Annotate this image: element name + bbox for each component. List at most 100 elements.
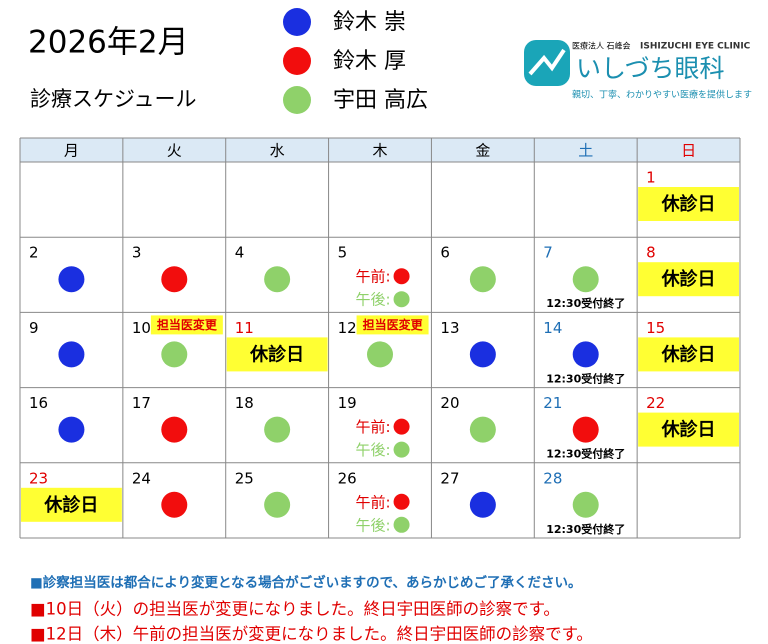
day: 9 <box>29 319 39 337</box>
doctor-dot <box>264 491 291 518</box>
logo-english: ISHIZUCHI EYE CLINIC <box>640 42 751 52</box>
day: 19 <box>338 394 357 412</box>
closed-bg <box>638 337 739 372</box>
day: 25 <box>235 469 254 487</box>
badge-bg <box>356 315 429 335</box>
day: 6 <box>440 244 450 262</box>
weekday: 土 <box>578 142 593 160</box>
day: 5 <box>338 244 348 262</box>
day: 15 <box>646 319 665 337</box>
legend-dot <box>283 8 311 36</box>
weekday: 金 <box>475 142 490 160</box>
am-label: 午前: <box>356 493 391 511</box>
am-label: 午前: <box>356 418 391 436</box>
doctor-dot <box>58 266 85 293</box>
legend-dot <box>283 86 311 114</box>
doctor-dot <box>161 416 188 443</box>
day: 13 <box>440 319 459 337</box>
day: 14 <box>543 319 562 337</box>
day: 12 <box>338 319 357 337</box>
weekday: 水 <box>270 142 285 160</box>
note: 12:30受付終了 <box>546 296 625 310</box>
am-dot <box>393 268 410 285</box>
pm-label: 午後: <box>356 441 391 459</box>
day: 26 <box>338 469 357 487</box>
legend-name: 鈴木 厚 <box>333 49 406 74</box>
doctor-dot <box>58 416 85 443</box>
doctor-dot <box>264 266 291 293</box>
day: 23 <box>29 469 48 487</box>
pm-label: 午後: <box>356 516 391 534</box>
logo-tagline: 親切、丁寧、わかりやすい医療を提供します <box>572 89 752 101</box>
doctor-dot <box>264 416 291 443</box>
badge-bg <box>150 315 223 335</box>
closed: 休診日 <box>661 268 716 290</box>
doctor-dot <box>367 341 393 368</box>
doctor-dot <box>161 341 188 368</box>
logo-name: いしづち眼科 <box>576 54 725 83</box>
day: 8 <box>646 244 656 262</box>
day: 21 <box>543 394 562 412</box>
day: 18 <box>235 394 254 412</box>
doctor-dot <box>572 266 599 293</box>
subtitle: 診療スケジュール <box>30 87 197 111</box>
day: 2 <box>29 244 39 262</box>
legend-dot <box>283 47 311 75</box>
weekday: 火 <box>167 142 182 160</box>
note: ■診察担当医は都合により変更となる場合がございますので、あらかじめご了承ください… <box>30 574 582 591</box>
closed: 休診日 <box>661 419 716 441</box>
note: 12:30受付終了 <box>546 371 625 385</box>
closed-bg <box>638 187 739 221</box>
legend-name: 宇田 高広 <box>333 88 428 113</box>
note: 12:30受付終了 <box>546 447 625 461</box>
doctor-dot <box>161 266 188 293</box>
doctor-dot <box>469 266 496 293</box>
title: 2026年2月 <box>28 25 189 61</box>
doctor-dot <box>469 416 496 443</box>
day: 16 <box>29 394 48 412</box>
closed-bg <box>638 412 739 447</box>
header-row <box>20 138 740 162</box>
closed: 休診日 <box>249 343 304 365</box>
doctor-dot <box>572 491 599 518</box>
logo: 医療法人 石峰会 ISHIZUCHI EYE CLINIC いしづち眼科 親切、… <box>524 40 752 101</box>
pm-dot <box>393 516 410 533</box>
doctor-dot <box>572 341 599 368</box>
day: 20 <box>440 394 459 412</box>
note: ■10日（火）の担当医が変更になりました。終日宇田医師の診察です。 <box>30 600 560 619</box>
doctor-dot <box>572 416 599 443</box>
pm-label: 午後: <box>356 291 391 309</box>
badge: 担当医変更 <box>157 317 218 332</box>
day: 28 <box>543 469 562 487</box>
doctor-dot <box>161 491 188 518</box>
weekday: 日 <box>681 142 696 160</box>
closed-bg <box>226 337 328 372</box>
closed-bg <box>638 262 739 297</box>
weekday: 木 <box>372 142 387 160</box>
day: 11 <box>235 319 254 337</box>
day: 7 <box>543 244 553 262</box>
day: 4 <box>235 244 245 262</box>
badge: 担当医変更 <box>363 317 424 332</box>
doctor-dot <box>469 491 496 518</box>
am-dot <box>393 418 410 435</box>
day: 22 <box>646 394 665 412</box>
closed: 休診日 <box>43 494 98 516</box>
note: 12:30受付終了 <box>546 522 625 536</box>
am-dot <box>393 493 410 510</box>
legend-name: 鈴木 崇 <box>333 10 406 35</box>
note: ■12日（木）午前の担当医が変更になりました。終日宇田医師の診察です。 <box>30 625 593 644</box>
day: 3 <box>132 244 142 262</box>
day: 1 <box>646 169 656 187</box>
doctor-dot <box>469 341 496 368</box>
closed-bg <box>21 487 122 522</box>
doctor-dot <box>58 341 85 368</box>
closed: 休診日 <box>661 193 716 215</box>
day: 24 <box>132 469 151 487</box>
day: 10 <box>132 319 151 337</box>
pm-dot <box>393 291 410 308</box>
closed: 休診日 <box>661 343 716 365</box>
am-label: 午前: <box>356 268 391 286</box>
day: 27 <box>440 469 459 487</box>
